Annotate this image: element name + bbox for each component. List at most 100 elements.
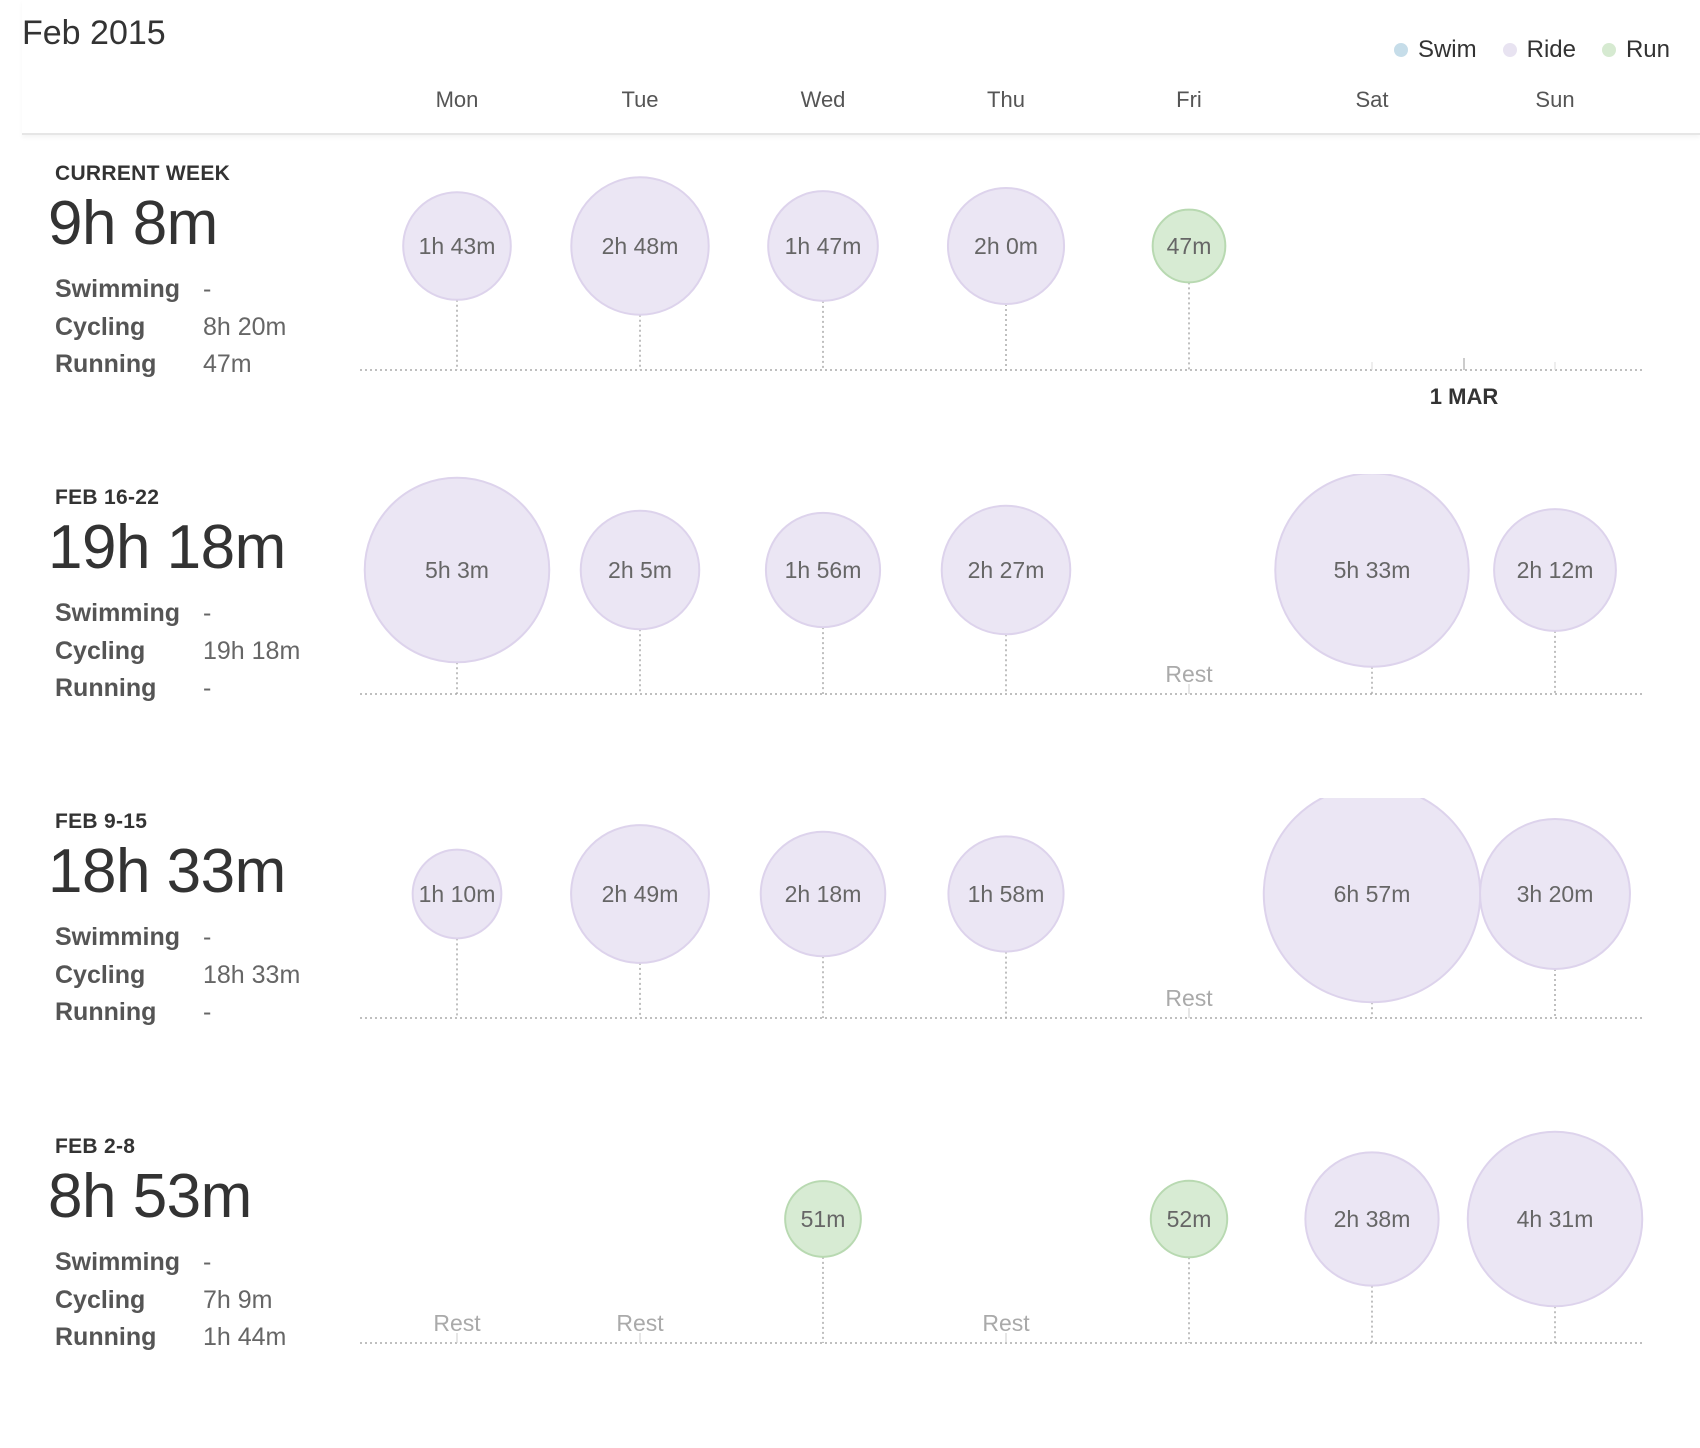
week-bubble-chart: Rest Rest 51m Rest 52m 2h 38m 4h 31m: [360, 1130, 1645, 1344]
bubble-duration-label: 1h 43m: [419, 233, 496, 259]
legend-item-swim: Swim: [1393, 36, 1477, 64]
ride-bubble: [946, 186, 1066, 306]
header-bar: [22, 0, 1700, 135]
bubble-duration-label: 1h 47m: [785, 233, 862, 259]
bubble-duration-label: 5h 33m: [1334, 557, 1411, 583]
week-row: FEB 2-8 8h 53m Swimming - Cycling 7h 9m …: [0, 1123, 1700, 1448]
day-label-fri: Fri: [1176, 87, 1202, 112]
stat-value: -: [203, 1248, 212, 1276]
week-total-time: 9h 8m: [48, 189, 218, 258]
stat-name: Swimming: [55, 923, 181, 951]
bubble-duration-label: 4h 31m: [1517, 1206, 1594, 1232]
rest-label: Rest: [1165, 661, 1213, 687]
stat-value: -: [203, 275, 212, 303]
ride-bubble: [570, 824, 710, 964]
bubble-duration-label: 2h 49m: [602, 881, 679, 907]
ride-bubble: [402, 191, 512, 301]
legend-label: Ride: [1526, 36, 1576, 63]
day-label-tue: Tue: [621, 87, 659, 112]
ride-bubble: [764, 511, 882, 629]
ride-bubble: [1466, 1130, 1644, 1308]
bubble-duration-label: 2h 48m: [602, 233, 679, 259]
stat-name: Swimming: [55, 599, 181, 627]
ride-bubble: [759, 830, 887, 958]
run-bubble: [1151, 208, 1227, 284]
bubble-duration-label: 1h 10m: [419, 881, 496, 907]
stat-value: -: [203, 599, 212, 627]
legend-label: Run: [1625, 36, 1670, 63]
stat-name: Cycling: [55, 637, 146, 665]
week-label: FEB 16-22: [55, 486, 160, 509]
bubble-duration-label: 2h 5m: [608, 557, 672, 583]
bubble-duration-label: 2h 12m: [1517, 557, 1594, 583]
stat-value: 1h 44m: [203, 1323, 287, 1351]
legend-item-run: Run: [1601, 36, 1670, 64]
bubble-duration-label: 5h 3m: [425, 557, 489, 583]
legend-item-ride: Ride: [1502, 36, 1576, 64]
week-bubble-chart: 1h 43m 2h 48m 1h 47m 2h 0m 47m 1 MAR: [360, 176, 1645, 409]
ride-bubble: [947, 835, 1065, 953]
stat-value: 19h 18m: [203, 637, 301, 665]
stat-name: Swimming: [55, 275, 181, 303]
bubble-duration-label: 2h 18m: [785, 881, 862, 907]
week-label: FEB 9-15: [55, 810, 148, 833]
stat-name: Cycling: [55, 1286, 146, 1314]
week-row: CURRENT WEEK 9h 8m Swimming - Cycling 8h…: [0, 150, 1700, 475]
run-bubble: [784, 1180, 862, 1258]
bubble-duration-label: 2h 38m: [1334, 1206, 1411, 1232]
month-marker-label: 1 MAR: [1430, 384, 1499, 409]
ride-bubble: [363, 476, 551, 664]
stat-name: Running: [55, 1323, 157, 1351]
ride-bubble: [579, 509, 701, 631]
bubble-duration-label: 51m: [801, 1206, 846, 1232]
stat-value: 8h 20m: [203, 313, 287, 341]
run-dot-icon: [1601, 43, 1616, 57]
week-bubble-chart: 1h 10m 2h 49m 2h 18m 1h 58m Rest 6h 57m 3h 20m: [360, 798, 1645, 1019]
stat-value: -: [203, 674, 212, 702]
day-label-thu: Thu: [987, 87, 1025, 112]
day-label-sat: Sat: [1355, 87, 1389, 112]
week-total-time: 8h 53m: [48, 1162, 252, 1231]
rest-label: Rest: [982, 1310, 1030, 1336]
ride-bubble: [570, 176, 710, 316]
ride-bubble: [1274, 474, 1470, 668]
stat-name: Running: [55, 350, 157, 378]
week-label: CURRENT WEEK: [55, 162, 231, 185]
ride-dot-icon: [1502, 43, 1517, 57]
ride-bubble: [1479, 818, 1631, 970]
stat-name: Cycling: [55, 961, 146, 989]
legend-label: Swim: [1417, 36, 1477, 63]
bubble-duration-label: 3h 20m: [1517, 881, 1594, 907]
stat-name: Running: [55, 998, 157, 1026]
rest-label: Rest: [433, 1310, 481, 1336]
bubble-duration-label: 2h 27m: [968, 557, 1045, 583]
bubble-duration-label: 1h 56m: [785, 557, 862, 583]
bubble-duration-label: 2h 0m: [974, 233, 1038, 259]
week-total-time: 18h 33m: [48, 837, 286, 906]
stat-value: 47m: [203, 350, 252, 378]
stat-value: 18h 33m: [203, 961, 301, 989]
week-row: FEB 9-15 18h 33m Swimming - Cycling 18h …: [0, 798, 1700, 1123]
rest-label: Rest: [616, 1310, 664, 1336]
ride-bubble: [767, 190, 879, 302]
ride-bubble: [1493, 508, 1617, 632]
rest-label: Rest: [1165, 985, 1213, 1011]
legend: Swim Ride Run: [1393, 36, 1670, 64]
bubble-duration-label: 52m: [1167, 1206, 1212, 1232]
week-row: FEB 16-22 19h 18m Swimming - Cycling 19h…: [0, 474, 1700, 799]
ride-bubble: [940, 504, 1072, 636]
stat-name: Cycling: [55, 313, 146, 341]
stat-value: -: [203, 998, 212, 1026]
bubble-duration-label: 1h 58m: [968, 881, 1045, 907]
day-label-mon: Mon: [435, 87, 479, 112]
swim-dot-icon: [1393, 43, 1408, 57]
bubble-duration-label: 6h 57m: [1334, 881, 1411, 907]
day-label-wed: Wed: [800, 87, 846, 112]
page-title: Feb 2015: [22, 14, 166, 52]
ride-bubble: [411, 848, 503, 940]
ride-bubble: [1304, 1151, 1440, 1287]
week-bubble-chart: 5h 3m 2h 5m 1h 56m 2h 27m Rest 5h 33m 2h 12m: [360, 474, 1645, 695]
run-bubble: [1149, 1179, 1229, 1259]
week-total-time: 19h 18m: [48, 513, 286, 582]
week-label: FEB 2-8: [55, 1135, 136, 1158]
